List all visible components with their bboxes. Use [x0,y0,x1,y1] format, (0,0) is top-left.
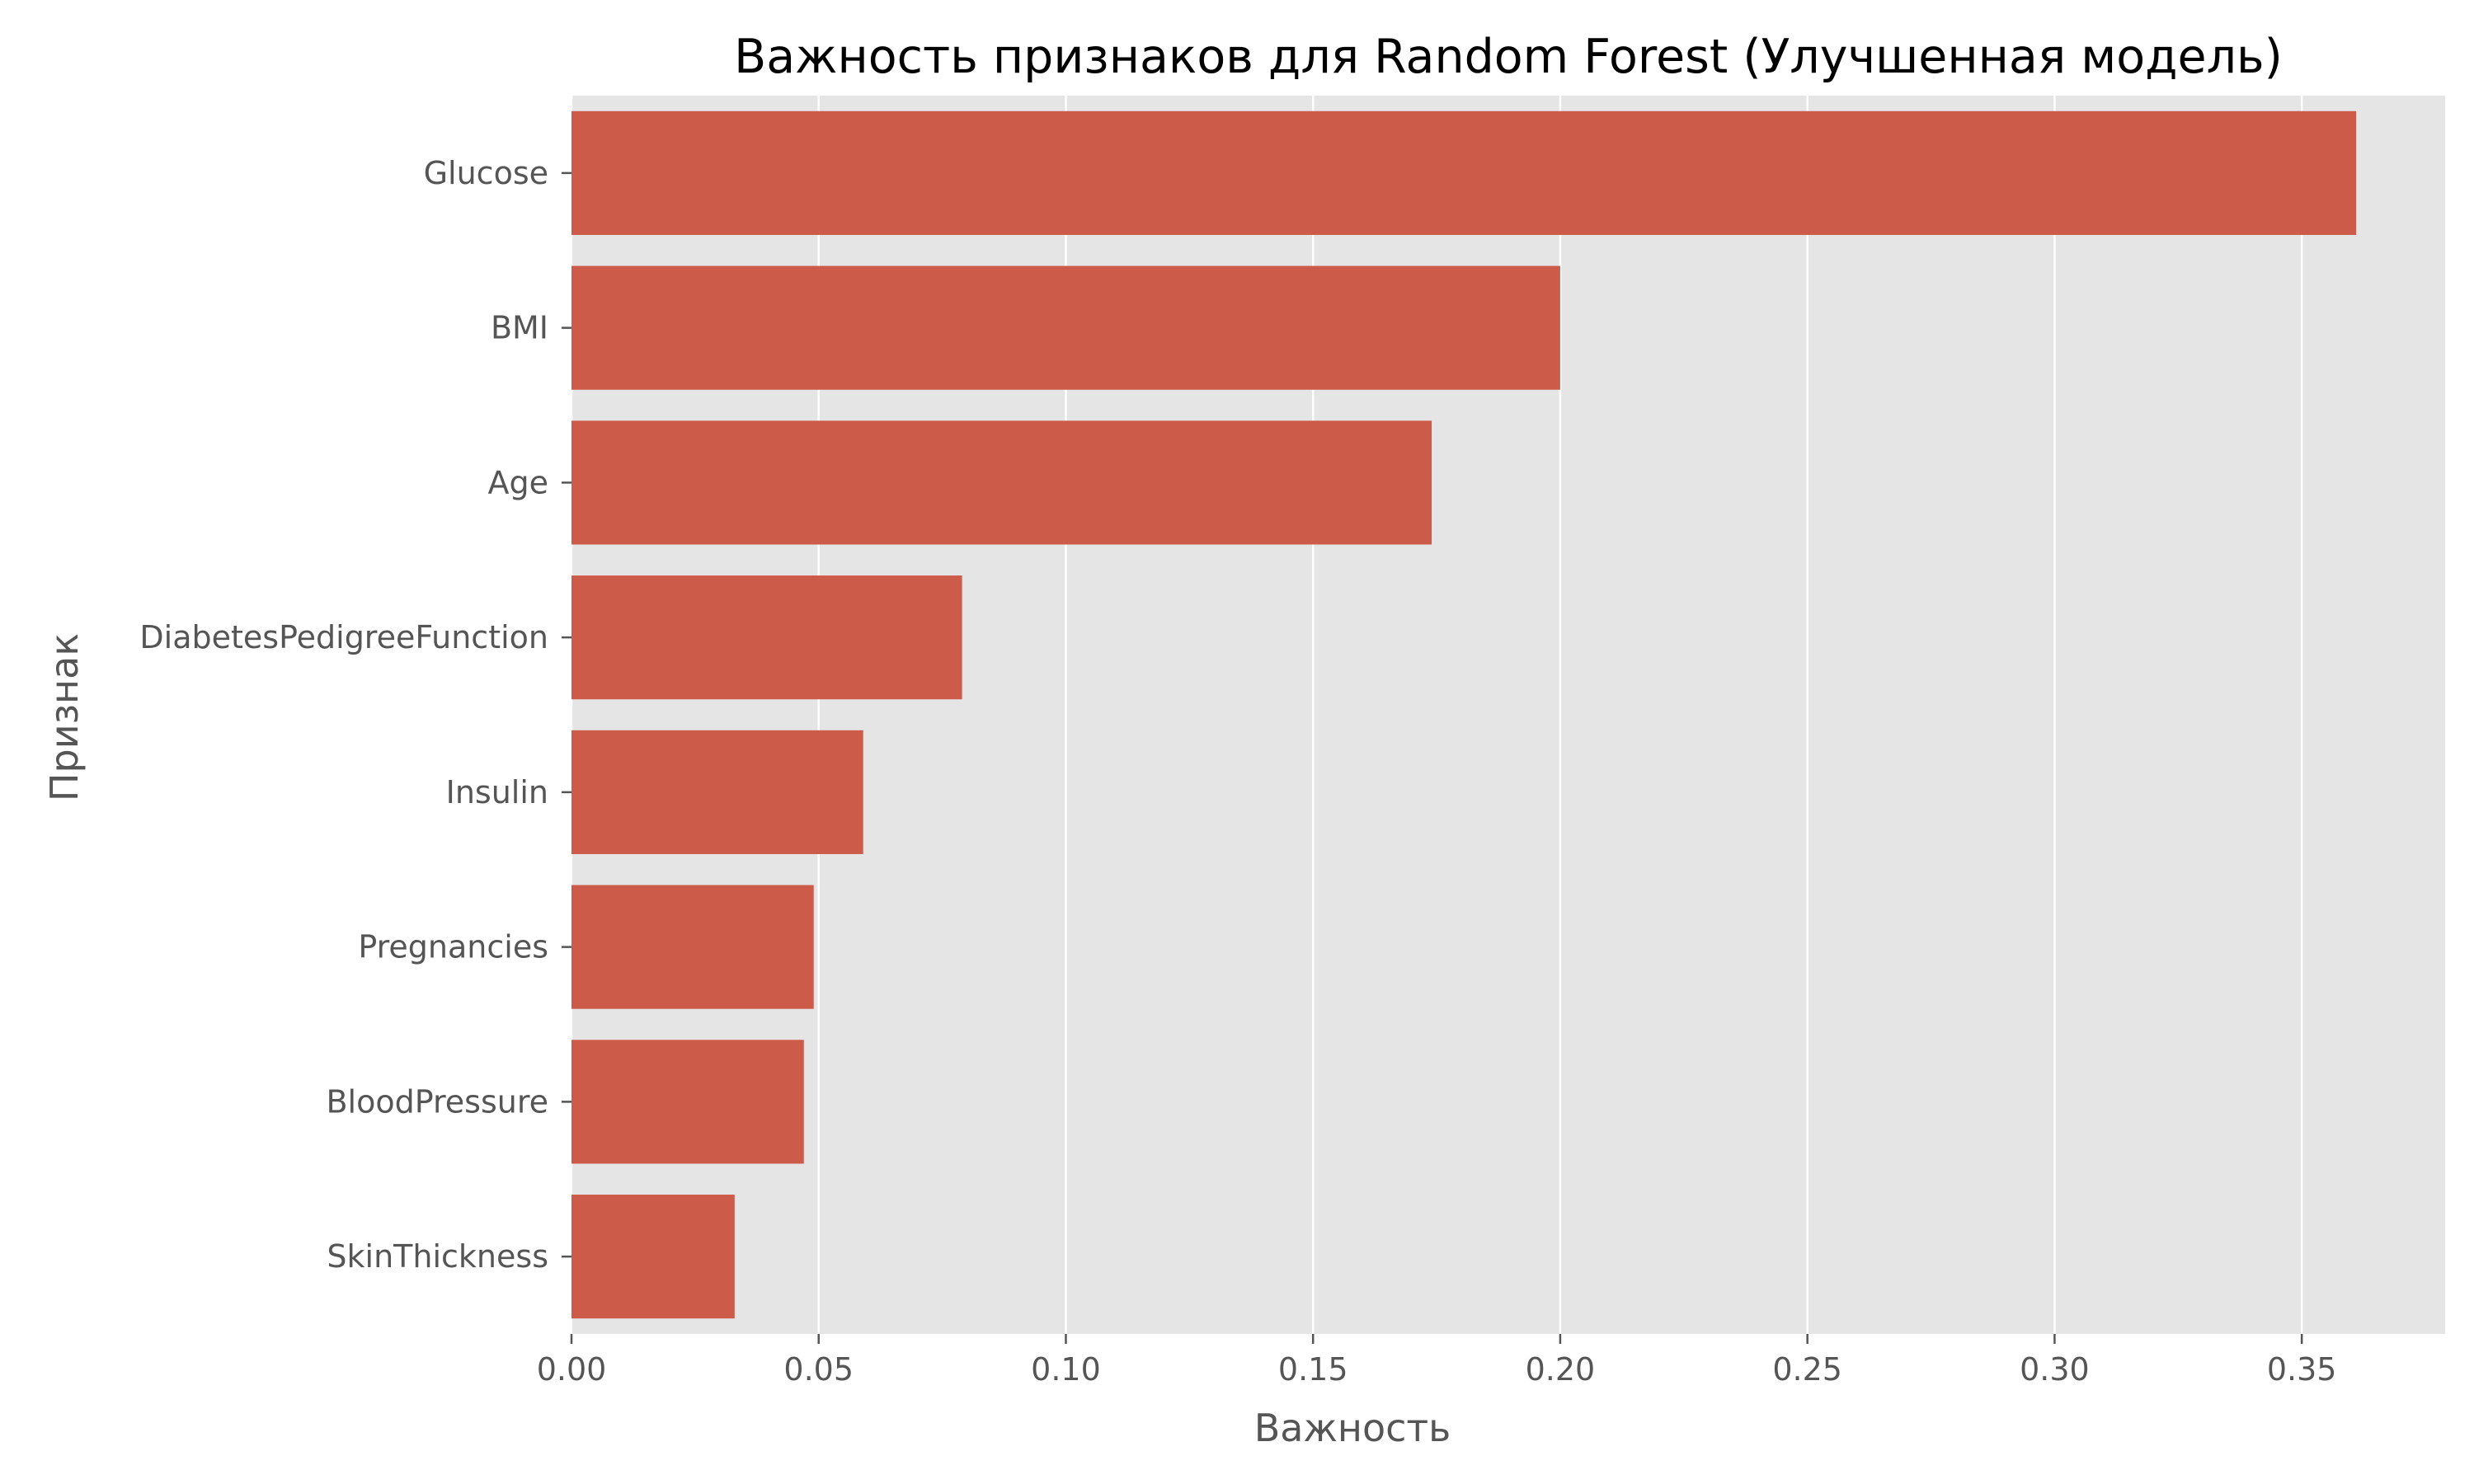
x-tick-label-7: 0.35 [2267,1351,2337,1388]
x-axis-label: Важность [1254,1406,1451,1450]
x-tick-label-0: 0.00 [537,1351,607,1388]
bar-glucose [571,110,2357,235]
bar-diabetespedigreefunction [571,575,962,700]
y-tick-label-pregnancies: Pregnancies [358,929,548,965]
bar-insulin [571,730,863,854]
y-tick-label-glucose: Glucose [424,155,548,191]
y-tick-label-skinthickness: SkinThickness [327,1238,548,1275]
y-axis-ticks: Glucose BMI Age DiabetesPedigreeFunction Ins… [139,155,571,1275]
chart-title: Важность признаков для Random Forest (Ул… [734,30,2283,84]
x-tick-label-2: 0.10 [1031,1351,1101,1388]
x-tick-label-3: 0.15 [1278,1351,1348,1388]
x-tick-label-6: 0.30 [2020,1351,2090,1388]
bars [571,110,2357,1319]
y-tick-label-bmi: BMI [491,310,548,346]
bar-age [571,420,1432,545]
y-tick-label-insulin: Insulin [446,774,548,810]
x-tick-label-1: 0.05 [783,1351,854,1388]
y-axis-label: Признак [42,633,87,801]
bar-pregnancies [571,885,814,1009]
x-axis-ticks: 0.00 0.05 0.10 0.15 0.20 0.25 0.30 0.35 [537,1334,2337,1388]
bar-bmi [571,265,1560,390]
bar-skinthickness [571,1195,735,1319]
y-tick-label-diabetespedigreefunction: DiabetesPedigreeFunction [139,619,548,655]
x-tick-label-4: 0.20 [1526,1351,1596,1388]
y-tick-label-bloodpressure: BloodPressure [326,1083,548,1120]
bar-bloodpressure [571,1040,804,1164]
x-tick-label-5: 0.25 [1772,1351,1842,1388]
y-tick-label-age: Age [488,464,549,500]
